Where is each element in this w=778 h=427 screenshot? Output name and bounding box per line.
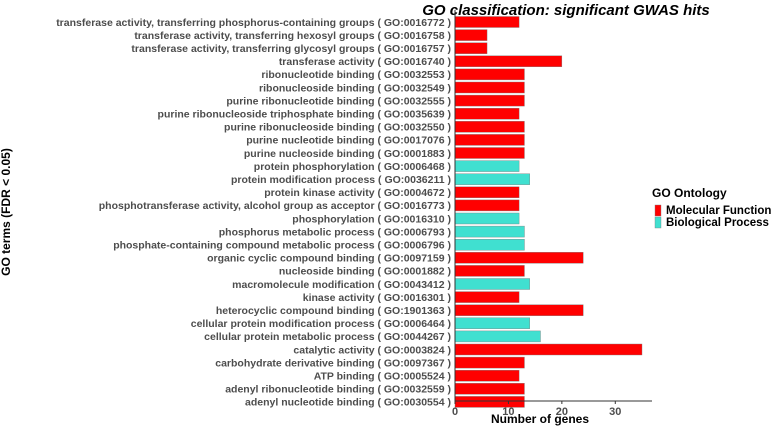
bar: [454, 68, 525, 81]
category-labels: transferase activity, transferring phosp…: [56, 17, 451, 409]
bar: [454, 343, 643, 356]
category-label: heterocyclic compound binding ( GO:19013…: [216, 305, 451, 317]
bar: [454, 356, 525, 369]
category-label: organic cyclic compound binding ( GO:009…: [207, 253, 451, 265]
bar: [454, 317, 531, 329]
category-label: ATP binding ( GO:0005524 ): [314, 371, 451, 383]
bar: [454, 330, 541, 343]
bar: [454, 265, 525, 277]
bar: [454, 304, 584, 316]
bar: [454, 383, 525, 395]
x-axis-title: Number of genes: [491, 412, 589, 426]
bar: [454, 107, 520, 120]
category-label: cellular protein modification process ( …: [191, 318, 451, 330]
category-label: phosphate-containing compound metabolic …: [113, 240, 451, 252]
category-label: purine ribonucleoside binding ( GO:00325…: [224, 122, 451, 134]
x-tick-label: 0: [452, 406, 458, 418]
category-label: macromolecule modification ( GO:0043412 …: [232, 279, 451, 291]
bar: [454, 29, 488, 41]
bar: [454, 186, 520, 199]
category-label: adenyl nucleotide binding ( GO:0030554 ): [245, 397, 451, 409]
bar: [454, 42, 488, 54]
category-label: purine nucleotide binding ( GO:0017076 ): [246, 135, 451, 147]
bar: [454, 173, 531, 185]
category-label: protein modification process ( GO:003621…: [231, 174, 451, 186]
bar: [454, 147, 525, 159]
legend-swatch: [654, 216, 662, 229]
bar: [454, 134, 525, 146]
bar: [454, 81, 525, 94]
bar: [454, 55, 563, 67]
category-label: purine ribonucleoside triphosphate bindi…: [158, 109, 451, 121]
category-label: kinase activity ( GO:0016301 ): [303, 292, 451, 304]
legend-title: GO Ontology: [652, 186, 727, 200]
category-label: ribonucleotide binding ( GO:0032553 ): [261, 69, 451, 81]
category-label: cellular protein metabolic process ( GO:…: [204, 331, 451, 343]
bar: [454, 278, 531, 290]
x-tick-label: 10: [502, 406, 514, 418]
chart-title: GO classification: significant GWAS hits: [422, 2, 710, 19]
bar: [454, 94, 525, 107]
legend-label: Molecular Function: [666, 205, 771, 217]
category-label: carbohydrate derivative binding ( GO:009…: [215, 357, 451, 369]
bar: [454, 238, 525, 251]
legend-label: Biological Process: [666, 217, 769, 229]
category-label: protein kinase activity ( GO:0004672 ): [264, 187, 451, 199]
category-label: phosphotransferase activity, alcohol gro…: [99, 200, 451, 212]
bar: [454, 121, 525, 133]
bar: [454, 160, 520, 172]
x-tick-label: 20: [556, 406, 568, 418]
bar: [454, 252, 584, 264]
category-label: protein phosphorylation ( GO:0006468 ): [254, 161, 451, 173]
category-label: phosphorus metabolic process ( GO:000679…: [219, 226, 451, 238]
bar: [454, 370, 520, 382]
bar: [454, 225, 525, 238]
category-label: purine nucleoside binding ( GO:0001883 ): [244, 148, 451, 160]
category-label: catalytic activity ( GO:0003824 ): [293, 344, 451, 356]
x-tick-label: 30: [609, 406, 621, 418]
category-label: transferase activity, transferring phosp…: [56, 17, 451, 29]
bars: [454, 16, 643, 408]
category-label: transferase activity ( GO:0016740 ): [279, 56, 451, 68]
category-label: phosphorylation ( GO:0016310 ): [292, 213, 451, 225]
x-axis-ticks: 0 10 20 30: [452, 401, 621, 418]
bar: [454, 16, 520, 28]
bar: [454, 212, 520, 225]
category-label: adenyl ribonucleotide binding ( GO:00325…: [225, 384, 451, 396]
legend: GO Ontology Molecular FunctionBiological…: [652, 186, 771, 229]
category-label: transferase activity, transferring hexos…: [134, 30, 451, 42]
legend-swatch: [654, 204, 662, 217]
category-label: transferase activity, transferring glyco…: [131, 43, 451, 55]
bar: [454, 199, 520, 212]
bar: [454, 291, 520, 303]
category-label: ribonucleoside binding ( GO:0032549 ): [259, 82, 451, 94]
category-label: nucleoside binding ( GO:0001882 ): [279, 266, 451, 278]
y-axis-title: GO terms (FDR < 0.05): [0, 148, 13, 276]
category-label: purine ribonucleotide binding ( GO:00325…: [226, 95, 451, 107]
